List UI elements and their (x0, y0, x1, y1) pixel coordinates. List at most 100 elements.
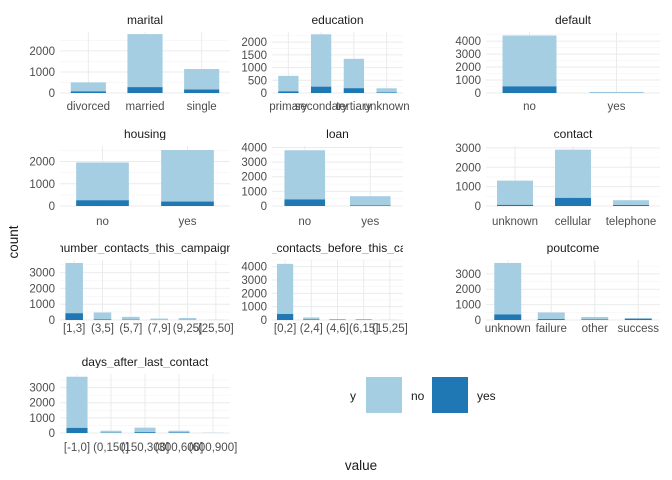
bar-yes (555, 197, 591, 206)
panel-title: housing (124, 127, 166, 141)
x-tick-label: telephone (606, 216, 657, 228)
panel-1: marital 0 1000 2000 divorced married single (29, 13, 230, 113)
x-tick-label: married (126, 101, 165, 113)
x-tick-label: (0,150] (93, 442, 129, 454)
bar-yes (65, 313, 83, 320)
x-tick-label: unknown (485, 323, 531, 335)
y-tick-label: 1000 (29, 179, 55, 191)
panel-7: number_contacts_this_campaign 0 1000 2000 30… (29, 241, 233, 335)
y-tick-label: 2000 (455, 284, 481, 296)
panel-title: marital (127, 13, 163, 27)
bar-no (581, 317, 609, 320)
bar-yes (537, 319, 565, 320)
panel-title: contact (554, 127, 593, 141)
bar-no (284, 150, 326, 200)
y-tick-label: 0 (475, 201, 481, 213)
y-tick-label: 1000 (455, 300, 481, 312)
y-tick-label: 2000 (455, 62, 481, 74)
bar-yes (184, 89, 220, 93)
x-tick-label: other (582, 323, 608, 335)
bar-no (178, 317, 197, 320)
legend: y no yes (350, 377, 496, 413)
bar-yes (613, 205, 649, 206)
y-tick-label: 1000 (29, 413, 55, 425)
bar-yes (497, 204, 533, 206)
y-tick-label: 1000 (241, 186, 267, 198)
y-tick-label: 0 (49, 201, 55, 213)
bar-no (168, 430, 190, 433)
y-tick-label: 3000 (241, 157, 267, 169)
bar-yes (278, 91, 299, 93)
legend-key-yes (432, 377, 468, 413)
y-tick-label: 3000 (29, 268, 55, 280)
bar-no (161, 150, 214, 202)
x-tick-label: (9,25] (173, 323, 202, 335)
x-tick-label: [0,2] (274, 323, 296, 335)
legend-key-no (366, 377, 402, 413)
bar-no (70, 82, 106, 92)
x-tick-label: unknown (492, 216, 538, 228)
panel-6: contact 0 1000 2000 3000 unknown cellular telep… (455, 127, 660, 228)
x-tick-label: [1,3] (63, 323, 85, 335)
panel-10: days_after_last_contact 0 1000 2000 3000 [-1,… (29, 355, 237, 454)
y-tick-label: 0 (261, 201, 267, 213)
y-tick-label: 2000 (29, 398, 55, 410)
x-tick-label: (4,6] (326, 323, 349, 335)
bar-no (343, 58, 365, 89)
y-tick-label: 0 (261, 88, 267, 100)
x-tick-label: yes (361, 216, 379, 228)
bar-yes (66, 427, 88, 433)
y-tick-label: 2000 (455, 162, 481, 174)
legend-title: y (350, 389, 356, 403)
y-tick-label: 3000 (241, 275, 267, 287)
y-tick-label: 3000 (455, 269, 481, 281)
bar-no (624, 318, 652, 319)
x-tick-label: [-1,0] (64, 442, 90, 454)
x-tick-label: no (523, 101, 536, 113)
panel-9: poutcome 0 1000 2000 3000 unknown failure other… (455, 241, 660, 335)
bar-no (310, 34, 332, 87)
bar-yes (343, 88, 365, 93)
bar-yes (76, 200, 129, 206)
bar-no (555, 149, 591, 198)
bar-no (376, 88, 397, 93)
x-tick-label: (150,300] (121, 442, 170, 454)
x-tick-label: (6,15] (349, 323, 378, 335)
panel-8: number_contacts_before_this_campaign 0100… (229, 241, 446, 335)
y-tick-label: 0 (261, 315, 267, 327)
y-tick-label: 1000 (241, 302, 267, 314)
bar-no (93, 312, 112, 320)
x-tick-label: yes (608, 101, 626, 113)
x-tick-label: success (617, 323, 659, 335)
bar-no (66, 376, 88, 428)
y-tick-label: 2000 (29, 46, 55, 58)
bar-yes (310, 86, 332, 93)
y-tick-label: 1000 (241, 63, 267, 75)
x-tick-label: secondary (295, 101, 348, 113)
bar-no (497, 180, 533, 205)
bar-yes (70, 91, 106, 93)
y-tick-label: 2000 (29, 157, 55, 169)
bar-no (122, 316, 140, 320)
bar-yes (276, 314, 294, 320)
bar-yes (376, 92, 397, 93)
legend-label: yes (477, 389, 496, 403)
panel-title: education (311, 13, 363, 27)
y-tick-label: 0 (49, 315, 55, 327)
x-tick-label: (2,4] (300, 323, 323, 335)
panel-title: default (555, 13, 592, 27)
x-tick-label: (7,9] (148, 323, 171, 335)
panel-title: number_contacts_before_this_campaign (229, 241, 446, 255)
y-tick-label: 3000 (455, 49, 481, 61)
bar-yes (303, 319, 320, 320)
bar-yes (127, 87, 163, 93)
y-tick-label: 1000 (455, 75, 481, 87)
bar-yes (93, 319, 112, 320)
y-tick-label: 0 (49, 428, 55, 440)
x-axis-title: value (345, 458, 377, 473)
bar-no (65, 263, 83, 314)
bar-no (184, 69, 220, 90)
bar-yes (581, 319, 609, 320)
y-tick-label: 1000 (455, 182, 481, 194)
